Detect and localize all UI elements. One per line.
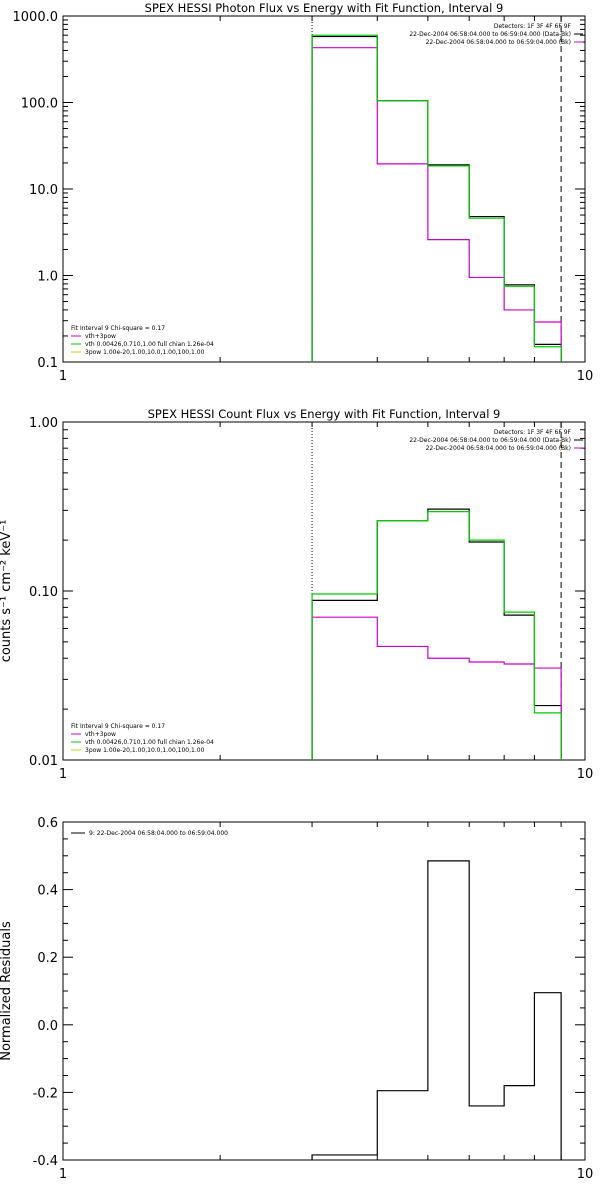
y-tick-label: 0.6 xyxy=(37,816,58,831)
panel-2: SPEX HESSI Count Flux vs Energy with Fit… xyxy=(0,407,593,782)
x-tick-label: 1 xyxy=(59,369,67,384)
series-bk xyxy=(311,47,562,362)
series-bk xyxy=(311,616,562,760)
y-tick-label: 0.10 xyxy=(29,585,58,600)
y-tick-label: 1.00 xyxy=(29,416,58,431)
x-tick-label: 10 xyxy=(577,1167,594,1182)
y-tick-label: -0.2 xyxy=(33,1086,58,1101)
panel-3: 1 10 -0.4 -0.2 0.0 0.2 0.4 0.6 Normalized Residu… xyxy=(0,816,593,1182)
y-tick-label: 0.4 xyxy=(37,884,58,899)
legend-bottom-entry: vth 0.00426,0.710,1.00 full chian 1.26e-… xyxy=(85,341,214,348)
legend-top-entry: 22-Dec-2004 06:58:04.000 to 06:59:04.000… xyxy=(426,39,571,46)
plot-frame xyxy=(62,821,586,1161)
series-vth-3pow xyxy=(311,511,562,760)
legend-bottom-entry: Fit Interval 9 Chi-square = 0.17 xyxy=(71,325,165,332)
legend-bottom-entry: Fit Interval 9 Chi-square = 0.17 xyxy=(71,723,165,730)
series-9-22-dec-2004-06-58-04-000-to-06-59-04-000 xyxy=(311,860,562,1160)
x-tick-label: 1 xyxy=(59,767,67,782)
y-tick-label: 1000.0 xyxy=(13,10,59,25)
panel-1: SPEX HESSI Photon Flux vs Energy with Fi… xyxy=(13,1,594,384)
y-axis-label: counts s⁻¹ cm⁻² keV⁻¹ xyxy=(0,520,14,663)
legend-bottom-entry: vth+3pow xyxy=(85,731,116,738)
legend-entry: 9: 22-Dec-2004 06:58:04.000 to 06:59:04.… xyxy=(89,830,228,837)
y-tick-label: -0.4 xyxy=(33,1154,58,1169)
y-tick-label: 0.1 xyxy=(37,356,58,371)
series-data-bk xyxy=(311,508,562,760)
y-axis-label: Normalized Residuals xyxy=(0,921,14,1061)
y-tick-label: 10.0 xyxy=(29,183,58,198)
x-tick-label: 10 xyxy=(577,369,594,384)
legend-top-entry: 22-Dec-2004 06:58:04.000 to 06:59:04.000… xyxy=(409,31,571,38)
y-tick-label: 0.01 xyxy=(29,754,58,769)
panel-title: SPEX HESSI Photon Flux vs Energy with Fi… xyxy=(145,1,504,15)
series-vth-3pow xyxy=(311,34,562,362)
y-tick-label: 1.0 xyxy=(37,270,58,285)
legend-top-entry: Detectors: 1F 3F 4F 6F 9F xyxy=(494,23,572,30)
legend-top-entry: Detectors: 1F 3F 4F 6F 9F xyxy=(494,429,572,436)
y-tick-label: 0.2 xyxy=(37,951,58,966)
y-tick-label: 100.0 xyxy=(21,97,58,112)
legend-top-entry: 22-Dec-2004 06:58:04.000 to 06:59:04.000… xyxy=(409,437,571,444)
legend-bottom-entry: 3pow 1.00e-20,1.00,10.0,1.00,100,1.00 xyxy=(85,747,205,754)
x-tick-label: 10 xyxy=(577,767,594,782)
plot-frame xyxy=(62,421,586,761)
legend-bottom-entry: 3pow 1.00e-20,1.00,10.0,1.00,100,1.00 xyxy=(85,349,205,356)
series-data-bk xyxy=(311,35,562,362)
y-tick-label: 0.0 xyxy=(37,1019,58,1034)
x-tick-label: 1 xyxy=(59,1167,67,1182)
legend-top-entry: 22-Dec-2004 06:58:04.000 to 06:59:04.000… xyxy=(426,445,571,452)
legend-bottom-entry: vth 0.00426,0.710,1.00 full chian 1.26e-… xyxy=(85,739,214,746)
panel-title: SPEX HESSI Count Flux vs Energy with Fit… xyxy=(148,407,501,421)
legend-bottom-entry: vth+3pow xyxy=(85,333,116,340)
